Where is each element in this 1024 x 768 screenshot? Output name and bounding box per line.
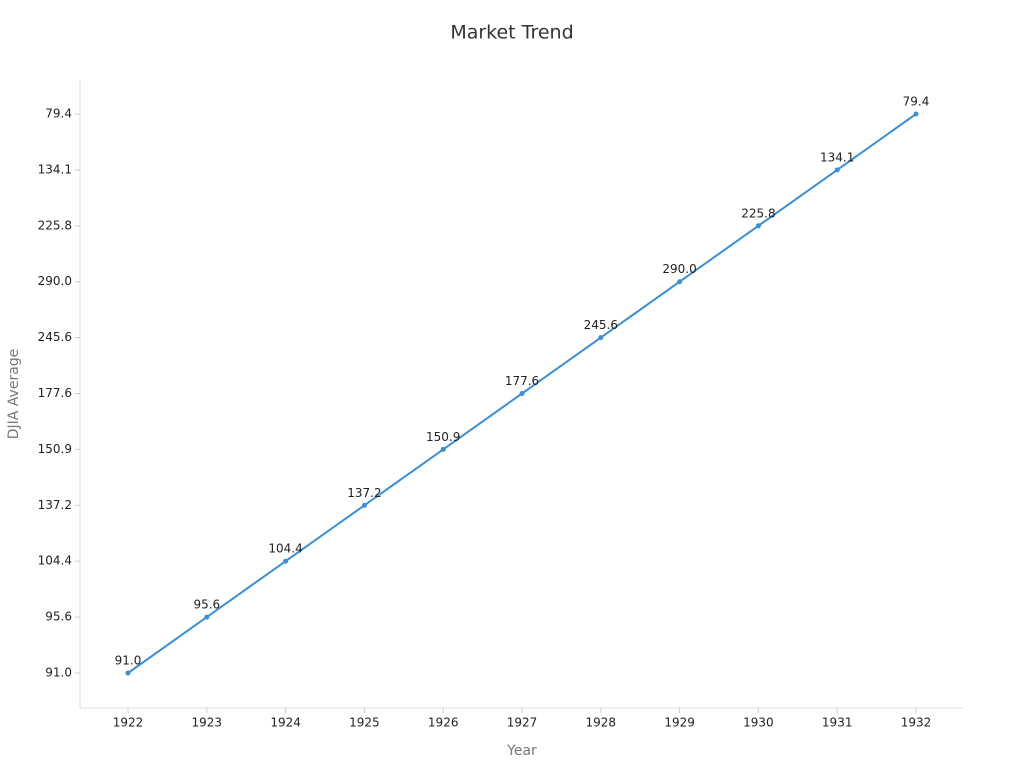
- x-tick-label: 1922: [113, 716, 144, 730]
- data-label: 104.4: [268, 542, 302, 556]
- x-tick-label: 1928: [586, 716, 617, 730]
- point: [204, 614, 210, 620]
- y-tick-label: 150.9: [38, 442, 72, 456]
- data-label: 290.0: [662, 262, 696, 276]
- x-tick-label: 1926: [428, 716, 459, 730]
- x-tick-label: 1925: [349, 716, 380, 730]
- data-label: 225.8: [741, 206, 775, 220]
- data-label: 137.2: [347, 486, 381, 500]
- x-tick-label: 1930: [743, 716, 774, 730]
- point: [125, 670, 131, 676]
- point: [755, 223, 761, 229]
- point: [598, 335, 604, 341]
- point: [440, 446, 446, 452]
- x-tick-label: 1929: [664, 716, 695, 730]
- y-tick-label: 245.6: [38, 330, 72, 344]
- point: [913, 111, 919, 117]
- point: [361, 502, 367, 508]
- data-label: 245.6: [584, 318, 618, 332]
- point: [283, 558, 289, 564]
- point: [519, 391, 525, 396]
- data-label: 95.6: [193, 598, 220, 612]
- x-tick-label: 1932: [901, 716, 932, 730]
- data-label: 177.6: [505, 374, 539, 388]
- y-tick-label: 91.0: [45, 666, 72, 680]
- y-tick-label: 95.6: [45, 610, 72, 624]
- chart-title: Market Trend: [450, 22, 573, 44]
- point: [677, 279, 683, 285]
- y-tick-label: 225.8: [38, 218, 72, 232]
- y-tick-label: 137.2: [38, 498, 72, 512]
- point: [834, 167, 840, 173]
- x-tick-label: 1924: [270, 716, 301, 730]
- y-tick-label: 290.0: [38, 274, 72, 288]
- x-tick-label: 1927: [507, 716, 538, 730]
- y-tick-label: 104.4: [38, 554, 72, 568]
- y-tick-label: 134.1: [38, 162, 72, 176]
- y-axis-label: DJIA Average: [6, 349, 22, 440]
- x-tick-label: 1931: [822, 716, 853, 730]
- data-label: 134.1: [820, 150, 854, 164]
- data-label: 150.9: [426, 430, 460, 444]
- y-tick-label: 79.4: [45, 107, 72, 121]
- data-label: 91.0: [115, 654, 142, 668]
- x-axis-label: Year: [506, 743, 537, 759]
- x-tick-label: 1923: [192, 716, 223, 730]
- data-label: 79.4: [903, 95, 930, 109]
- y-tick-label: 177.6: [38, 386, 72, 400]
